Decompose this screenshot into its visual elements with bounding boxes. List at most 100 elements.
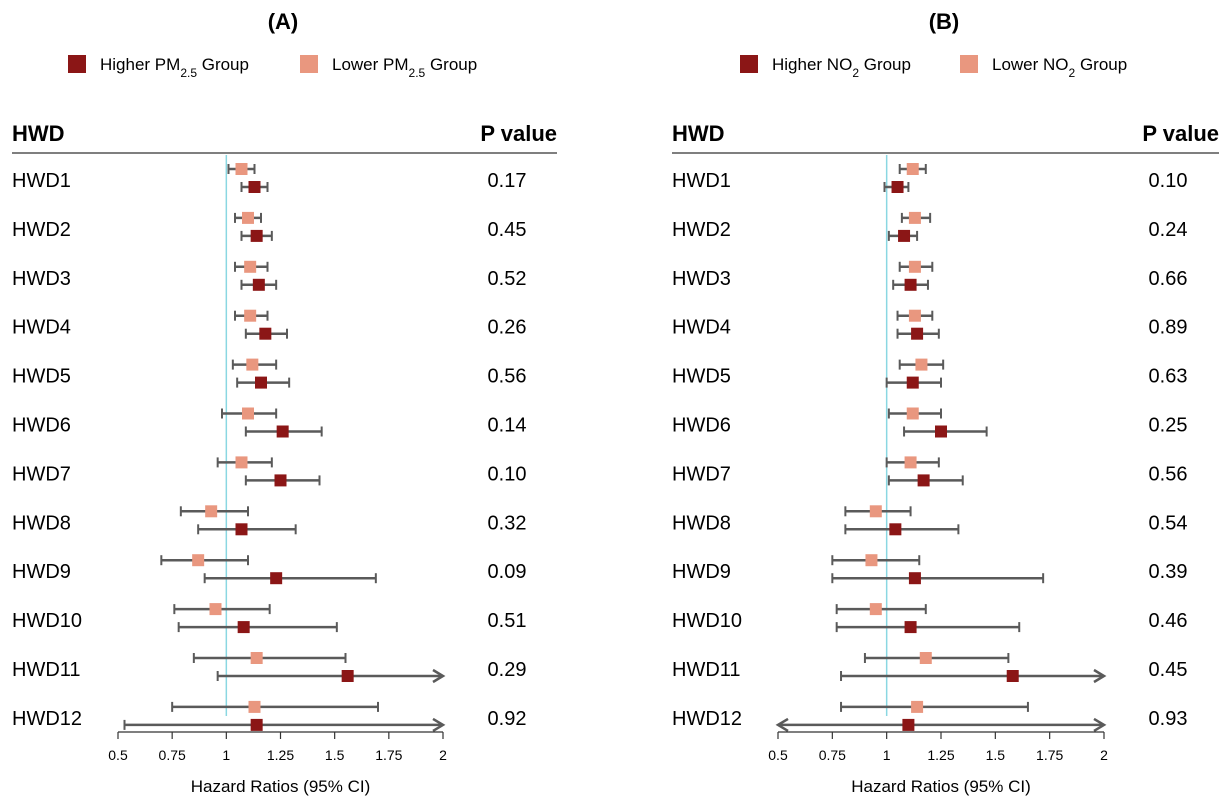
point-estimate-higher: [250, 229, 263, 242]
point-estimate-lower: [248, 700, 261, 713]
forest-row-hwd4: HWD4 0.89: [672, 309, 1188, 340]
point-estimate-higher: [908, 572, 921, 585]
x-tick-label: 0.75: [159, 747, 186, 763]
p-value: 0.45: [488, 219, 527, 241]
p-value: 0.89: [1149, 317, 1188, 339]
point-estimate-lower: [244, 309, 257, 322]
panel-title: (A): [268, 9, 299, 34]
point-estimate-lower: [865, 554, 878, 567]
point-estimate-higher: [276, 425, 289, 438]
p-value: 0.63: [1149, 366, 1188, 388]
point-estimate-lower: [869, 603, 882, 616]
legend-label-higher: Higher NO2 Group: [772, 55, 911, 80]
x-tick-label: 1.5: [325, 747, 345, 763]
p-value: 0.66: [1149, 268, 1188, 290]
legend-text-suffix: Group: [197, 55, 249, 74]
ci-arrow-right-higher: [1093, 668, 1107, 684]
point-estimate-lower: [192, 554, 205, 567]
ci-arrow-left-higher: [775, 717, 789, 732]
p-value: 0.25: [1149, 415, 1188, 437]
p-value: 0.46: [1149, 610, 1188, 632]
column-header-pvalue: P value: [480, 121, 557, 146]
point-estimate-lower: [242, 211, 254, 224]
point-estimate-lower: [908, 211, 921, 224]
p-value: 0.24: [1149, 219, 1188, 241]
point-estimate-lower: [919, 652, 932, 664]
forest-row-hwd10: HWD10 0.51: [12, 603, 527, 634]
point-estimate-higher: [274, 474, 287, 487]
p-value: 0.10: [1149, 170, 1188, 192]
legend-label-lower: Lower NO2 Group: [992, 55, 1127, 80]
row-label: HWD11: [672, 659, 741, 681]
legend-label-higher: Higher PM2.5 Group: [100, 55, 249, 80]
row-label: HWD8: [12, 512, 71, 534]
x-tick-label: 1.25: [927, 747, 954, 763]
point-estimate-higher: [270, 572, 283, 585]
row-label: HWD4: [672, 317, 731, 339]
point-estimate-lower: [911, 700, 924, 713]
x-tick-label: 0.75: [819, 747, 846, 763]
row-label: HWD7: [672, 463, 731, 485]
legend-swatch-lower: [300, 55, 318, 73]
point-estimate-lower: [869, 505, 882, 518]
p-value: 0.56: [1149, 463, 1188, 485]
point-estimate-higher: [911, 327, 924, 340]
row-label: HWD12: [12, 708, 82, 730]
point-estimate-higher: [259, 327, 272, 340]
p-value: 0.29: [488, 659, 527, 681]
p-value: 0.17: [488, 170, 527, 192]
point-estimate-higher: [252, 278, 265, 291]
point-estimate-lower: [904, 456, 917, 469]
point-estimate-lower: [908, 260, 921, 273]
forest-row-hwd9: HWD9 0.39: [672, 554, 1187, 585]
point-estimate-lower: [242, 407, 254, 420]
row-label: HWD10: [12, 610, 82, 632]
legend-text-prefix: Higher NO: [772, 55, 852, 74]
p-value: 0.32: [488, 512, 527, 534]
forest-row-hwd2: HWD2 0.24: [672, 211, 1188, 242]
row-label: HWD6: [672, 415, 731, 437]
forest-row-hwd5: HWD5 0.56: [12, 358, 527, 389]
forest-row-hwd6: HWD6 0.25: [672, 407, 1188, 438]
forest-row-hwd7: HWD7 0.56: [672, 456, 1188, 487]
row-label: HWD4: [12, 317, 71, 339]
row-label: HWD10: [672, 610, 742, 632]
x-tick-label: 0.5: [768, 747, 788, 763]
row-label: HWD5: [672, 366, 731, 388]
row-label: HWD3: [12, 268, 71, 290]
forest-row-hwd7: HWD7 0.10: [12, 456, 527, 487]
row-label: HWD2: [672, 219, 731, 241]
p-value: 0.51: [488, 610, 527, 632]
legend-text-subscript: 2: [1069, 66, 1076, 80]
x-tick-label: 0.5: [108, 747, 128, 763]
legend-swatch-lower: [960, 55, 978, 73]
forest-row-hwd10: HWD10 0.46: [672, 603, 1188, 634]
forest-row-hwd6: HWD6 0.14: [12, 407, 526, 438]
p-value: 0.10: [488, 463, 527, 485]
point-estimate-higher: [1006, 670, 1019, 682]
point-estimate-lower: [205, 505, 218, 518]
row-label: HWD2: [12, 219, 71, 241]
p-value: 0.26: [488, 317, 527, 339]
point-estimate-higher: [237, 621, 250, 634]
point-estimate-lower: [908, 309, 921, 322]
p-value: 0.93: [1149, 708, 1188, 730]
panel-title: (B): [929, 9, 960, 34]
point-estimate-higher: [904, 278, 917, 291]
ci-arrow-right-higher: [432, 717, 446, 732]
forest-row-hwd3: HWD3 0.52: [12, 260, 526, 291]
x-tick-label: 1.75: [375, 747, 402, 763]
point-estimate-higher: [891, 181, 904, 193]
forest-row-hwd4: HWD4 0.26: [12, 309, 527, 340]
legend-text-prefix: Lower PM: [332, 55, 409, 74]
forest-row-hwd12: HWD12 0.92: [12, 700, 526, 732]
p-value: 0.56: [488, 366, 527, 388]
point-estimate-lower: [246, 358, 259, 371]
p-value: 0.54: [1149, 512, 1188, 534]
point-estimate-higher: [898, 229, 911, 242]
p-value: 0.09: [488, 561, 527, 583]
point-estimate-lower: [244, 260, 257, 273]
forest-row-hwd9: HWD9 0.09: [12, 554, 527, 585]
row-label: HWD8: [672, 512, 731, 534]
